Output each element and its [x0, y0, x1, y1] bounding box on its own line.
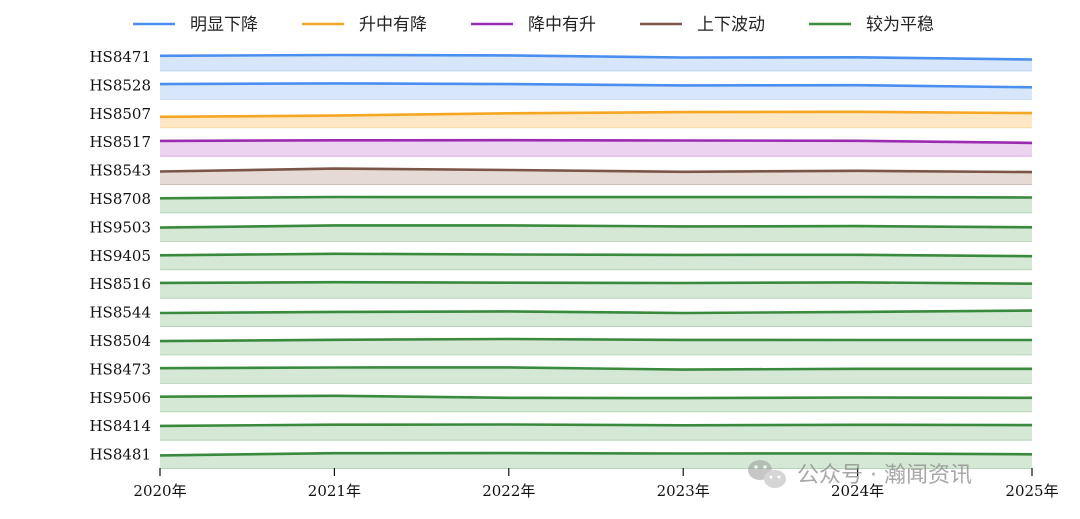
area-HS8708: [160, 197, 1032, 213]
row-label-HS8544: HS8544: [89, 304, 151, 322]
line-HS9506: [159, 394, 1033, 400]
series-row-HS8543: HS8543: [89, 162, 1033, 186]
area-HS9405: [160, 253, 1032, 270]
area-HS9506: [160, 395, 1032, 412]
wechat-icon: [748, 460, 786, 488]
legend-item-up_down: 升中有降: [302, 15, 427, 35]
area-HS8507: [160, 111, 1032, 128]
row-label-HS8528: HS8528: [89, 76, 151, 94]
line-HS8708: [159, 195, 1033, 200]
line-HS8471: [159, 53, 1033, 61]
line-HS8473: [159, 366, 1032, 371]
line-HS8507: [159, 110, 1033, 119]
row-label-HS8473: HS8473: [89, 360, 151, 378]
line-HS8516: [159, 280, 1033, 285]
area-HS8517: [160, 140, 1032, 157]
series-row-HS8473: HS8473: [89, 360, 1032, 384]
area-HS8504: [160, 339, 1032, 355]
row-label-HS8516: HS8516: [89, 275, 151, 293]
series-row-HS8528: HS8528: [89, 76, 1033, 100]
legend-label: 明显下降: [190, 15, 258, 35]
legend-item-down_up: 降中有升: [471, 15, 596, 35]
series-row-HS9405: HS9405: [89, 247, 1033, 271]
area-HS8516: [160, 282, 1032, 299]
x-tick-label: 2021年: [308, 482, 361, 500]
series-row-HS8504: HS8504: [89, 332, 1032, 356]
series-row-HS8544: HS8544: [89, 304, 1033, 328]
line-HS8414: [159, 423, 1033, 428]
watermark: 公众号 · 瀚闻资讯: [748, 460, 972, 488]
row-label-HS9503: HS9503: [89, 218, 151, 236]
x-tick-label: 2024年: [831, 482, 884, 500]
row-label-HS8507: HS8507: [89, 105, 151, 123]
area-HS8528: [160, 83, 1032, 100]
legend-label: 较为平稳: [866, 15, 934, 35]
line-HS8517: [159, 138, 1033, 145]
series-row-HS8517: HS8517: [89, 133, 1033, 157]
row-label-HS8414: HS8414: [89, 417, 151, 435]
row-label-HS8517: HS8517: [89, 133, 151, 151]
row-label-HS9506: HS9506: [89, 389, 151, 407]
chart-legend: 明显下降 升中有降 降中有升 上下波动 较为平稳: [133, 15, 934, 35]
series-row-HS8414: HS8414: [89, 417, 1033, 441]
x-axis: 2020年 2021年 2022年 2023年 2024年 2025年: [133, 468, 1059, 500]
row-label-HS8504: HS8504: [89, 332, 151, 350]
row-label-HS8481: HS8481: [89, 446, 151, 464]
line-HS8544: [159, 309, 1033, 315]
legend-item-fluct: 上下波动: [640, 15, 765, 35]
x-tick-label: 2020年: [133, 482, 186, 500]
watermark-text: 公众号 · 瀚闻资讯: [797, 463, 972, 488]
series-row-HS8471: HS8471: [89, 48, 1033, 72]
legend-item-flat: 较为平稳: [809, 15, 934, 35]
line-HS8504: [159, 337, 1032, 343]
series-row-HS9503: HS9503: [89, 218, 1033, 242]
row-label-HS8471: HS8471: [89, 48, 151, 66]
row-label-HS8543: HS8543: [89, 162, 151, 180]
legend-label: 上下波动: [697, 15, 765, 35]
line-HS8528: [159, 82, 1033, 89]
x-tick-label: 2022年: [482, 482, 535, 500]
legend-item-down: 明显下降: [133, 15, 258, 35]
series-row-HS8516: HS8516: [89, 275, 1033, 299]
x-tick-label: 2023年: [657, 482, 710, 500]
row-label-HS9405: HS9405: [89, 247, 151, 265]
line-HS9405: [159, 252, 1033, 258]
series-row-HS9506: HS9506: [89, 389, 1033, 413]
x-tick-label: 2025年: [1005, 482, 1058, 500]
line-HS8543: [159, 167, 1033, 174]
area-HS9503: [160, 225, 1032, 242]
area-HS8543: [160, 168, 1032, 185]
series-row-HS8481: HS8481: [89, 446, 1033, 470]
series-rows: HS8471 HS8528 HS8507 HS8517 HS8543 HS8708 HS95…: [89, 48, 1033, 470]
series-row-HS8708: HS8708: [89, 190, 1033, 214]
series-row-HS8507: HS8507: [89, 105, 1033, 129]
legend-label: 降中有升: [528, 15, 596, 35]
legend-label: 升中有降: [359, 15, 427, 35]
area-HS8473: [160, 367, 1032, 384]
area-HS8481: [160, 453, 1032, 469]
area-HS8471: [160, 55, 1032, 71]
area-HS8414: [160, 424, 1032, 441]
line-HS9503: [159, 224, 1033, 229]
area-HS8544: [160, 310, 1032, 327]
line-HS8481: [159, 451, 1033, 457]
row-label-HS8708: HS8708: [89, 190, 151, 208]
